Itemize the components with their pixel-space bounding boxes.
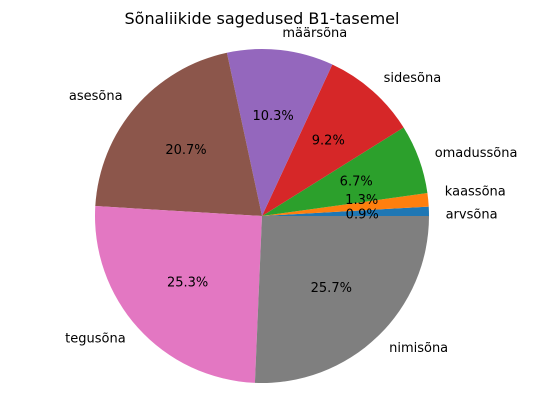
slice-label-asesõna: asesõna [69, 89, 123, 104]
pie-slice-kaassõna [262, 193, 429, 216]
pie-slice-omadussõna [262, 127, 428, 216]
pie-slice-arvsõna [262, 206, 429, 216]
slice-label-omadussõna: omadussõna [435, 146, 518, 161]
pie-labels: arvsõna 0.9% kaassõna 1.3% omadussõna 6.7% sid… [65, 26, 517, 356]
pct-label-nimisõna: 25.7% [311, 281, 352, 296]
slice-label-kaassõna: kaassõna [445, 185, 506, 200]
pie-slice-asesõna [95, 52, 262, 217]
chart-title: Sõnaliikide sagedused B1-tasemel [125, 9, 400, 28]
slice-label-tegusõna: tegusõna [65, 332, 126, 347]
pct-label-tegusõna: 25.3% [167, 276, 208, 291]
pie-slices [95, 48, 430, 383]
slice-label-sidesõna: sidesõna [384, 71, 442, 86]
pct-label-omadussõna: 6.7% [340, 174, 373, 189]
pct-label-sidesõna: 9.2% [312, 133, 345, 148]
pie-slice-tegusõna [95, 206, 263, 383]
pie-slice-nimisõna [254, 216, 430, 383]
pct-label-asesõna: 20.7% [165, 143, 206, 158]
pct-label-arvsõna: 0.9% [346, 208, 379, 223]
slice-label-arvsõna: arvsõna [446, 207, 498, 222]
pct-label-kaassõna: 1.3% [345, 193, 378, 208]
slice-label-määrsõna: määrsõna [282, 26, 347, 41]
slice-label-nimisõna: nimisõna [389, 341, 448, 356]
pie-slice-sidesõna [262, 64, 404, 216]
pie-slice-määrsõna [226, 48, 333, 216]
pct-label-määrsõna: 10.3% [252, 109, 293, 124]
